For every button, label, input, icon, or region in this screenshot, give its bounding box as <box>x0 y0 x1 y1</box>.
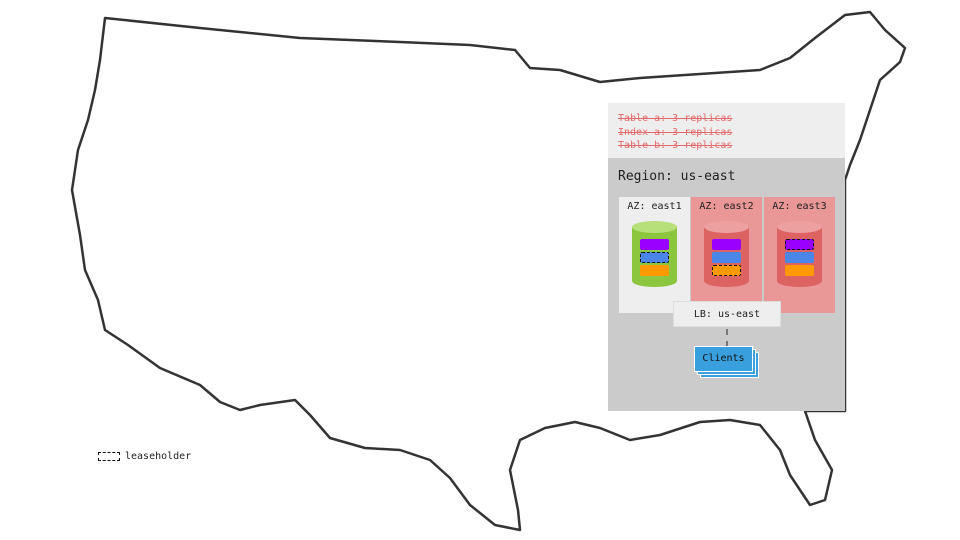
leaseholder-swatch <box>98 452 120 461</box>
az-label: AZ: east2 <box>699 201 754 212</box>
database-icon <box>632 221 677 287</box>
database-icon <box>777 221 822 287</box>
replica-header: Table a: 3 replicas Index a: 3 replicas … <box>608 103 845 158</box>
replica-orange <box>640 265 669 276</box>
replica-purple-leaseholder <box>785 239 814 250</box>
az-east1: AZ: east1 <box>619 197 690 313</box>
clients-box: Clients <box>694 346 753 372</box>
az-east2: AZ: east2 <box>691 197 762 313</box>
az-label: AZ: east3 <box>772 201 827 212</box>
connector-line <box>726 329 728 347</box>
region-label: Region: us-east <box>618 169 736 184</box>
replica-orange-leaseholder <box>712 265 741 276</box>
struck-line: Table a: 3 replicas <box>618 113 733 124</box>
az-east3: AZ: east3 <box>764 197 835 313</box>
replica-blue <box>785 252 814 263</box>
database-icon <box>704 221 749 287</box>
az-label: AZ: east1 <box>627 201 682 212</box>
legend-label: leaseholder <box>125 451 192 462</box>
replica-list: Table a: 3 replicas Index a: 3 replicas … <box>618 112 732 153</box>
legend: leaseholder <box>98 451 191 462</box>
replica-purple <box>712 239 741 250</box>
struck-line: Index a: 3 replicas <box>618 126 733 138</box>
region-panel: Table a: 3 replicas Index a: 3 replicas … <box>608 103 845 411</box>
replica-orange <box>785 265 814 276</box>
struck-line: Table b: 3 replicas <box>618 140 733 151</box>
replica-blue <box>712 252 741 263</box>
load-balancer: LB: us-east <box>673 301 781 327</box>
replica-purple <box>640 239 669 250</box>
replica-blue-leaseholder <box>640 252 669 263</box>
